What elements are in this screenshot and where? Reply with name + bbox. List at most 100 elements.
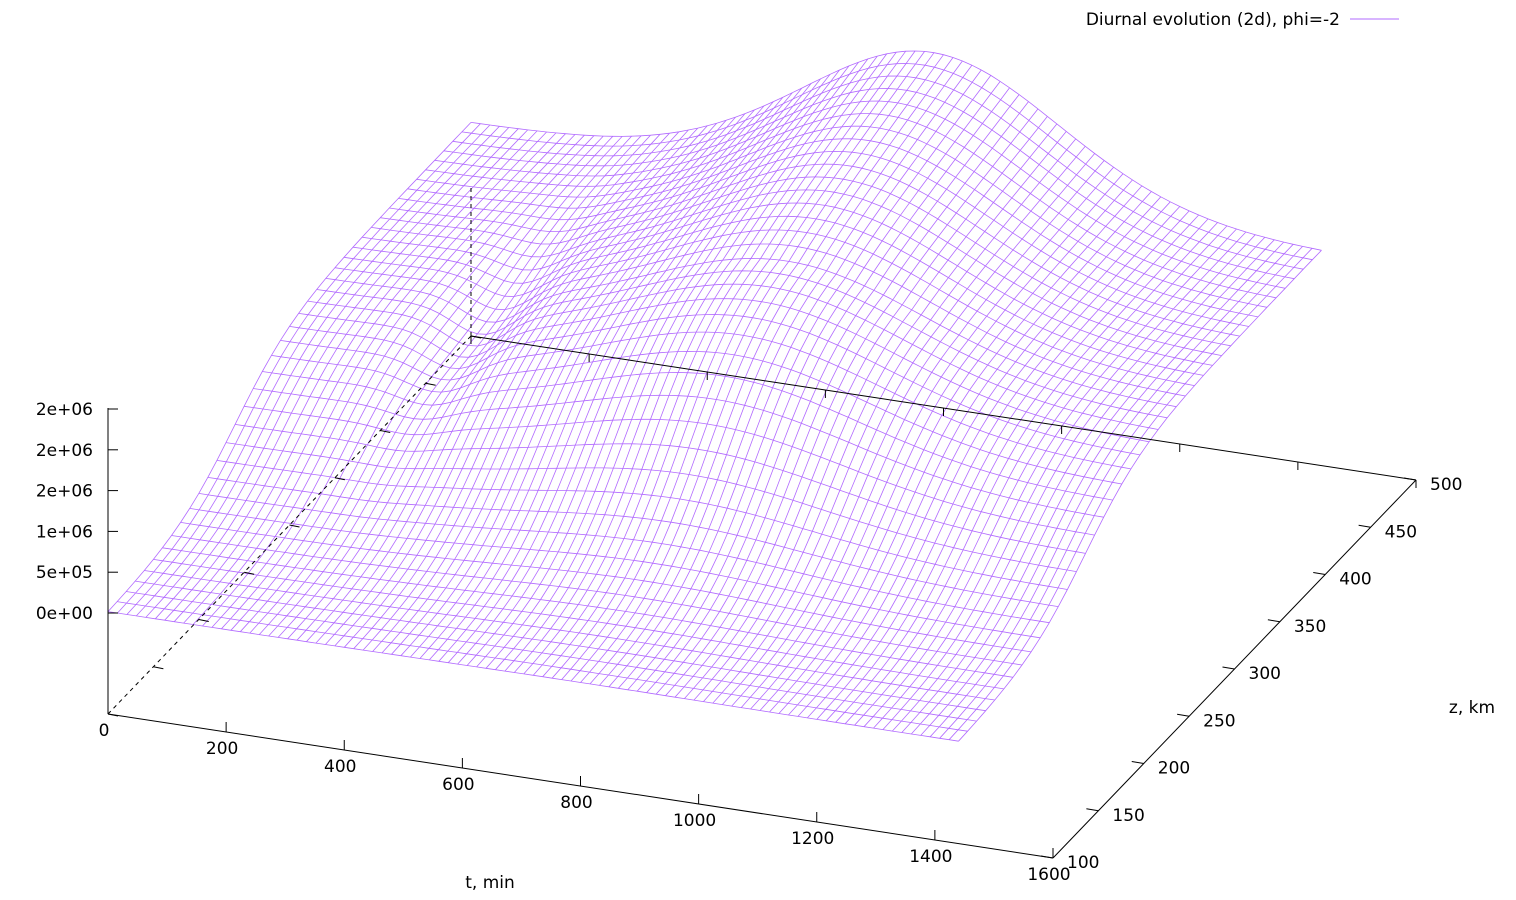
surface-line-z — [307, 283, 1159, 430]
surface-line-t — [466, 74, 831, 666]
surface-line-t — [362, 120, 727, 651]
t-tick-label: 800 — [560, 793, 592, 813]
surface-line-t — [202, 133, 566, 627]
surface-line-t — [240, 135, 604, 632]
surface-line-t — [306, 132, 670, 642]
z-tick-label: 200 — [1158, 759, 1190, 779]
z-axis-tick — [1313, 572, 1326, 575]
surface-line-t — [504, 58, 869, 672]
surface-line-z — [316, 270, 1168, 419]
z-axis-tick — [1131, 761, 1144, 764]
surface-line-t — [627, 75, 992, 691]
z-tick-label: 250 — [1203, 711, 1235, 731]
surface-line-t — [145, 127, 510, 618]
surface-line-t — [703, 131, 1067, 702]
value-tick-label: 0e+00 — [36, 604, 93, 624]
surface-line-t — [353, 122, 717, 649]
surface-line-t — [655, 94, 1020, 695]
surface-line-t — [334, 127, 699, 647]
z-axis-left-tick — [425, 382, 436, 386]
legend: Diurnal evolution (2d), phi=-2 — [1086, 10, 1399, 30]
surface-line-t — [221, 134, 585, 630]
surface-line-t — [958, 250, 1322, 742]
surface-line-t — [636, 81, 1001, 692]
surface-line-t — [173, 130, 538, 622]
surface-line-t — [759, 173, 1124, 711]
surface-line-t — [570, 52, 935, 682]
t-tick-label: 0 — [99, 721, 110, 741]
surface-line-t — [155, 128, 519, 620]
surface-line-t — [315, 131, 680, 644]
surface-line-z — [225, 442, 1077, 572]
z-axis-left-tick — [107, 713, 119, 717]
surface-line-t — [258, 136, 623, 635]
surface-line-t — [892, 234, 1256, 732]
surface-line-t — [164, 129, 528, 621]
surface-line-z — [126, 591, 977, 722]
surface-mesh — [107, 50, 1322, 742]
z-tick-label: 450 — [1385, 522, 1417, 542]
z-axis-left-tick — [198, 619, 209, 622]
surface-line-t — [126, 124, 491, 615]
z-axis-tick — [1222, 666, 1235, 670]
surface-line-t — [447, 83, 812, 663]
surface-line-t — [939, 246, 1303, 739]
surface-line-t — [429, 92, 793, 661]
z-tick-label: 150 — [1112, 806, 1144, 826]
surface-line-t — [788, 191, 1152, 716]
x-axis-title: t, min — [465, 873, 515, 893]
surface-line-t — [136, 126, 500, 617]
surface-line-t — [825, 210, 1190, 722]
surface-line-t — [731, 153, 1096, 707]
surface-line-t — [722, 146, 1086, 705]
surface-line-t — [372, 116, 736, 652]
z-axis-tick — [1086, 808, 1099, 812]
surface-line-z — [189, 508, 1041, 639]
surface-line-t — [542, 50, 907, 677]
surface-line-t — [183, 131, 547, 624]
t-tick-label: 1600 — [1027, 865, 1070, 885]
surface-line-t — [882, 231, 1247, 730]
surface-line-t — [693, 123, 1058, 701]
surface-line-t — [495, 61, 859, 670]
surface-line-z — [235, 424, 1086, 554]
surface-line-t — [107, 122, 472, 612]
surface-line-t — [230, 135, 595, 631]
axes — [107, 188, 1417, 859]
surface-line-t — [211, 134, 576, 628]
z-axis-left-tick — [380, 430, 391, 433]
surface-line-t — [929, 244, 1294, 738]
z-tick-label: 500 — [1430, 475, 1462, 495]
surface-line-t — [400, 105, 765, 656]
surface-line-t — [513, 55, 878, 673]
z-axis-left-tick — [470, 335, 482, 339]
value-tick-label: 2e+06 — [36, 441, 93, 461]
t-tick-label: 400 — [324, 757, 356, 777]
z-tick-label: 300 — [1249, 664, 1281, 684]
surface-line-t — [911, 239, 1275, 735]
surface-line-t — [457, 78, 821, 665]
surface-line-t — [750, 166, 1114, 710]
surface-line-t — [816, 206, 1181, 720]
z-tick-label: 350 — [1294, 617, 1326, 637]
surface-line-z — [253, 388, 1104, 518]
surface-line-t — [523, 53, 888, 675]
value-tick-label: 2e+06 — [36, 400, 93, 420]
surface-line-z — [416, 125, 1268, 308]
z-axis-left-tick — [334, 477, 345, 481]
surface-line-t — [325, 129, 689, 645]
surface-line-t — [344, 125, 708, 648]
t-tick-label: 1000 — [673, 811, 716, 831]
z-tick-label: 400 — [1339, 570, 1371, 590]
z-axis-left-tick — [153, 666, 164, 670]
surface-line-t — [485, 65, 850, 669]
surface-line-t — [844, 218, 1209, 725]
surface-line-t — [740, 160, 1105, 708]
value-tick-label: 5e+05 — [36, 563, 93, 583]
surface-line-t — [117, 123, 481, 614]
surface-line-t — [381, 113, 746, 654]
surface-line-t — [665, 101, 1029, 696]
z-axis-tick — [1358, 524, 1371, 528]
surface-line-t — [561, 51, 925, 680]
